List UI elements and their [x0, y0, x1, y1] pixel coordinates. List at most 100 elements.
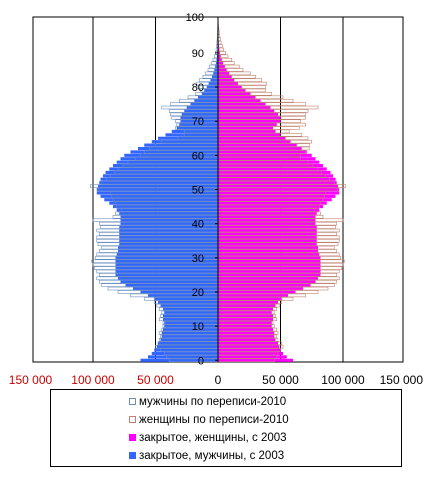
- bar-women-closed: [218, 68, 227, 72]
- bar-women-closed: [218, 174, 333, 178]
- legend-item-women-census: женщины по переписи-2010: [129, 412, 289, 428]
- bar-men-closed: [160, 304, 218, 308]
- bar-women-closed: [218, 355, 287, 359]
- bar-men-closed: [113, 164, 218, 168]
- bar-men-closed: [105, 170, 218, 174]
- bar-women-closed: [218, 140, 291, 144]
- bar-men-closed: [151, 351, 218, 356]
- bar-men-closed: [115, 273, 218, 277]
- age-tick-labels: 0 10 20 30 40 50 60 70 80 90 100: [186, 12, 218, 367]
- bar-women-closed: [218, 290, 296, 294]
- bar-women-closed: [218, 150, 307, 154]
- age-tick-label: 60: [192, 150, 204, 162]
- bar-men-closed: [148, 293, 218, 297]
- bar-women-closed: [218, 164, 323, 168]
- bar-women-closed: [218, 310, 272, 315]
- bar-men-closed: [99, 181, 218, 185]
- bar-men-closed: [120, 218, 218, 222]
- bar-men-closed: [140, 358, 218, 362]
- bar-women-closed: [218, 64, 225, 69]
- bar-women-closed: [218, 300, 278, 304]
- bar-women-closed: [218, 153, 312, 157]
- bar-men-closed: [180, 119, 218, 123]
- bar-women-closed: [218, 75, 232, 79]
- bar-women-closed: [218, 249, 318, 253]
- bar-men-closed: [161, 331, 218, 335]
- bar-men-closed: [194, 99, 218, 103]
- bar-men-closed: [119, 228, 218, 233]
- bar-men-closed: [163, 317, 218, 321]
- bar-women-closed: [218, 215, 316, 219]
- bar-men-closed: [96, 191, 218, 195]
- bar-men-closed: [138, 146, 218, 151]
- bar-women-closed: [218, 304, 276, 308]
- bar-women-closed: [218, 338, 276, 342]
- bar-women-closed: [218, 58, 222, 62]
- bar-men-closed: [198, 95, 218, 99]
- bar-men-closed: [204, 88, 218, 92]
- bar-men-closed: [210, 78, 218, 82]
- bar-women-closed: [218, 116, 281, 120]
- x-tick-label: 150 000: [380, 373, 424, 387]
- bar-men-closed: [118, 249, 218, 253]
- bar-men-closed: [163, 314, 218, 318]
- bar-men-closed: [125, 283, 218, 287]
- bar-men-closed: [171, 129, 218, 133]
- bar-men-closed: [133, 287, 218, 291]
- bar-women-closed: [218, 252, 320, 256]
- bar-women-closed: [218, 99, 261, 103]
- bar-men-closed: [103, 174, 218, 178]
- bar-men-closed: [212, 75, 218, 79]
- age-tick-label: 10: [192, 321, 204, 333]
- bar-men-closed: [100, 177, 218, 181]
- legend-label-women-closed: закрытое, женщины, с 2003: [139, 432, 287, 444]
- bar-women-closed: [218, 287, 303, 291]
- bar-women-closed: [218, 170, 331, 174]
- bar-men-closed: [216, 58, 218, 62]
- bar-women-closed: [218, 341, 278, 345]
- bar-women-closed: [218, 218, 316, 222]
- bar-men-closed: [151, 140, 218, 144]
- age-tick-label: 100: [186, 12, 204, 24]
- bar-women-closed: [218, 123, 277, 127]
- bar-men-closed: [161, 334, 218, 338]
- age-tick-label: 90: [192, 48, 204, 60]
- bar-men-closed: [179, 123, 218, 127]
- bar-women-closed: [218, 187, 340, 192]
- bar-men-closed: [119, 239, 218, 243]
- bar-women-closed: [218, 133, 281, 137]
- bar-men-closed: [158, 300, 218, 304]
- x-tick-label: 100 000: [71, 373, 115, 387]
- bar-women-closed: [218, 321, 272, 325]
- bar-women-closed: [218, 242, 317, 246]
- bar-men-closed: [116, 160, 218, 164]
- age-tick-label: 0: [198, 355, 204, 367]
- bar-women-closed: [218, 259, 321, 263]
- bar-women-closed: [218, 129, 276, 133]
- bar-men-closed: [208, 82, 218, 86]
- bar-women-closed: [218, 61, 223, 65]
- bar-women-closed: [218, 273, 321, 277]
- bar-men-closed: [180, 116, 218, 120]
- bar-men-closed: [213, 71, 218, 75]
- bar-women-closed: [218, 246, 318, 250]
- bar-men-closed: [154, 297, 218, 301]
- bar-women-closed: [218, 208, 320, 212]
- bar-women-closed: [218, 119, 281, 123]
- bar-women-closed: [218, 201, 327, 205]
- legend-label-men-closed: закрытое, мужчины, с 2003: [139, 450, 285, 462]
- bar-men-closed: [215, 64, 218, 69]
- bar-men-closed: [120, 215, 218, 219]
- bar-men-closed: [119, 235, 218, 239]
- bar-women-closed: [218, 184, 338, 188]
- bar-women-closed: [218, 293, 288, 297]
- bar-men-closed: [148, 355, 218, 359]
- bar-men-closed: [119, 211, 218, 215]
- age-tick-label: 50: [192, 185, 204, 197]
- bar-women-closed: [218, 211, 317, 215]
- bar-women-closed: [218, 126, 273, 130]
- bar-men-closed: [116, 252, 218, 256]
- bar-men-closed: [113, 205, 218, 209]
- bar-women-closed: [218, 143, 297, 147]
